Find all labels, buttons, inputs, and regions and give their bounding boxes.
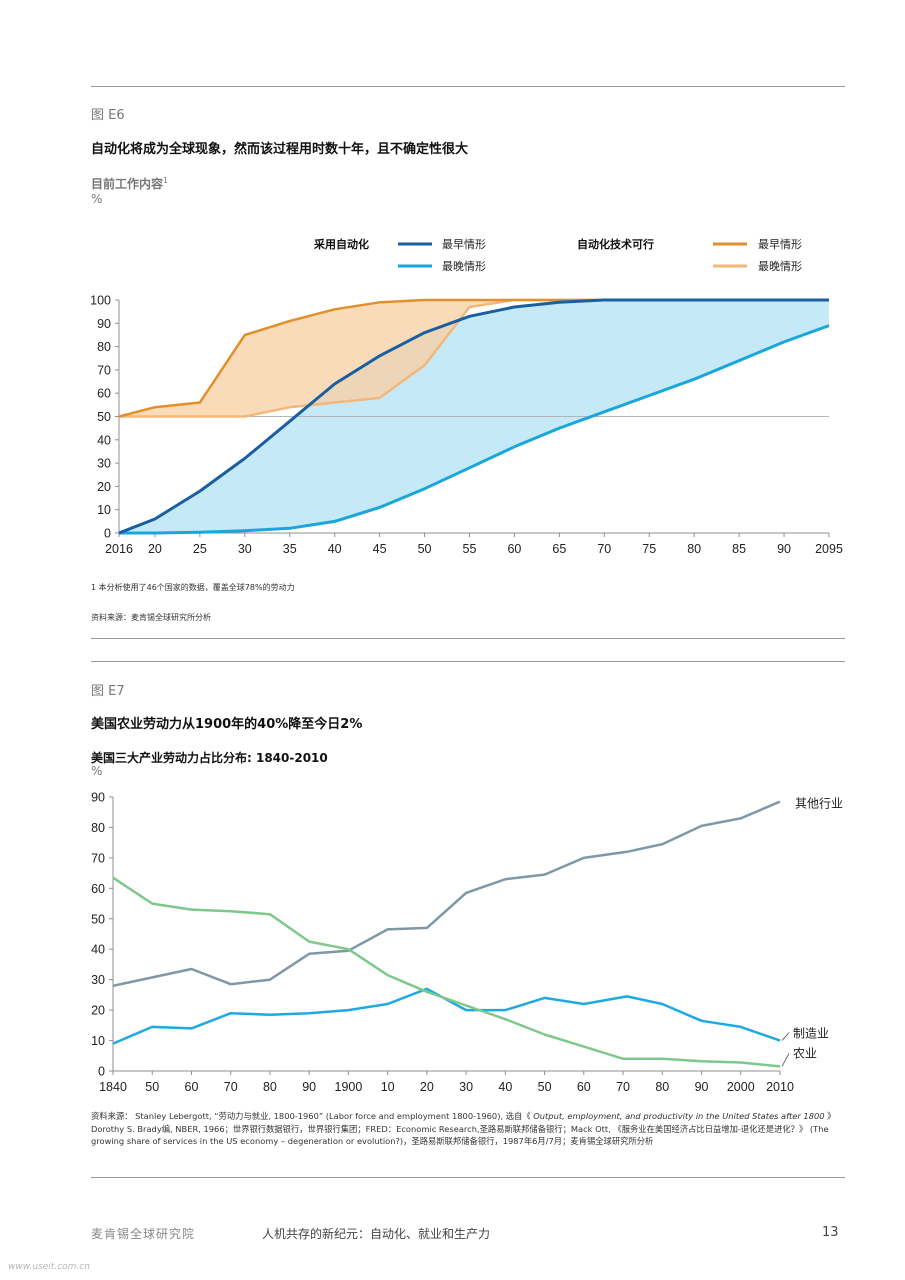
x-tick-label: 25 bbox=[193, 542, 207, 556]
y-tick-label: 0 bbox=[104, 527, 111, 541]
section-rule-2 bbox=[91, 661, 845, 662]
figure-title: 美国农业劳动力从1900年的40%降至今日2% bbox=[91, 717, 363, 732]
source-part-c: 》Dorothy S. Brady编, NBER, 1966；世界银行数据银行，… bbox=[91, 1111, 836, 1146]
legend-adoption-late-label: 最晚情形 bbox=[442, 260, 486, 273]
legend-group2-title: 自动化技术可行 bbox=[577, 237, 654, 251]
legend-feasible-late-label: 最晚情形 bbox=[758, 260, 802, 273]
x-tick-label: 2010 bbox=[766, 1080, 794, 1094]
x-tick-label: 85 bbox=[732, 542, 746, 556]
y-tick-label: 10 bbox=[97, 503, 111, 517]
x-tick-label: 70 bbox=[597, 542, 611, 556]
series-label-agriculture: 农业 bbox=[793, 1046, 817, 1060]
top-rule bbox=[91, 86, 845, 87]
unit-label: % bbox=[91, 764, 103, 778]
x-tick-label: 65 bbox=[552, 542, 566, 556]
y-tick-label: 70 bbox=[91, 851, 105, 865]
y-tick-label: 0 bbox=[98, 1065, 105, 1079]
x-tick-label: 40 bbox=[498, 1080, 512, 1094]
watermark: www.useit.com.cn bbox=[8, 1262, 90, 1272]
legend-feasible-early-label: 最早情形 bbox=[758, 238, 802, 251]
y-tick-label: 10 bbox=[91, 1034, 105, 1048]
x-tick-label: 30 bbox=[238, 542, 252, 556]
series-line-other-industries bbox=[112, 800, 781, 988]
series-leader-manufacturing bbox=[781, 1032, 790, 1041]
y-tick-label: 90 bbox=[91, 791, 105, 805]
x-tick-label: 30 bbox=[459, 1080, 473, 1094]
y-tick-label: 20 bbox=[97, 480, 111, 494]
y-tick-label: 80 bbox=[91, 821, 105, 835]
legend-adoption-early-label: 最早情形 bbox=[442, 238, 486, 251]
series-line-manufacturing bbox=[112, 987, 781, 1045]
x-tick-label: 80 bbox=[687, 542, 701, 556]
footer-org: 麦肯锡全球研究院 bbox=[91, 1227, 196, 1241]
feasibility-range-area bbox=[119, 300, 829, 417]
y-tick-label: 90 bbox=[97, 317, 111, 331]
figure-subtitle: 目前工作内容1 bbox=[91, 175, 168, 192]
series-line-adoption-late bbox=[119, 324, 830, 535]
source-part-a: 资料来源： Stanley Lebergott, “劳动力与就业, 1800-1… bbox=[91, 1111, 534, 1121]
subtitle-text: 目前工作内容 bbox=[91, 177, 164, 191]
series-line-agriculture bbox=[112, 876, 781, 1068]
y-tick-label: 80 bbox=[97, 340, 111, 354]
source-note: 资料来源：麦肯锡全球研究所分析 bbox=[91, 613, 211, 622]
x-tick-label: 50 bbox=[418, 542, 432, 556]
x-tick-label: 1900 bbox=[335, 1080, 363, 1094]
source-book-title: Output, employment, and productivity in … bbox=[533, 1111, 825, 1121]
y-tick-label: 20 bbox=[91, 1004, 105, 1018]
x-tick-label: 10 bbox=[381, 1080, 395, 1094]
footnote-marker: 1 bbox=[163, 176, 169, 185]
x-tick-label: 75 bbox=[642, 542, 656, 556]
y-tick-label: 30 bbox=[97, 457, 111, 471]
y-tick-label: 60 bbox=[91, 882, 105, 896]
figure-label: 图 E7 bbox=[91, 684, 125, 699]
figure-title: 自动化将成为全球现象，然而该过程用时数十年，且不确定性很大 bbox=[91, 142, 469, 157]
x-tick-label: 60 bbox=[185, 1080, 199, 1094]
section-rule-1 bbox=[91, 638, 845, 639]
x-tick-label: 55 bbox=[463, 542, 477, 556]
x-tick-label: 2095 bbox=[815, 542, 843, 556]
x-tick-label: 20 bbox=[148, 542, 162, 556]
bottom-rule bbox=[91, 1177, 845, 1178]
x-tick-label: 45 bbox=[373, 542, 387, 556]
x-tick-label: 1840 bbox=[99, 1080, 127, 1094]
footnote: 1 本分析使用了46个国家的数据，覆盖全球78%的劳动力 bbox=[91, 583, 295, 592]
page-number: 13 bbox=[822, 1225, 839, 1240]
chart-e7: 0 10 20 30 40 50 60 70 80 90 1840 50 60 70 80 90 1900 10 2… bbox=[91, 791, 843, 1095]
y-tick-label: 40 bbox=[97, 433, 111, 447]
x-tick-label: 60 bbox=[507, 542, 521, 556]
x-tick-label: 60 bbox=[577, 1080, 591, 1094]
y-tick-label: 100 bbox=[90, 294, 111, 308]
x-tick-label: 2000 bbox=[727, 1080, 755, 1094]
series-label-other-industries: 其他行业 bbox=[795, 797, 843, 811]
y-tick-label: 50 bbox=[97, 410, 111, 424]
footer-report-title: 人机共存的新纪元：自动化、就业和生产力 bbox=[262, 1227, 491, 1241]
y-tick-label: 60 bbox=[97, 387, 111, 401]
x-tick-label: 90 bbox=[695, 1080, 709, 1094]
x-tick-label: 90 bbox=[777, 542, 791, 556]
figure-subtitle: 美国三大产业劳动力占比分布: 1840-2010 bbox=[91, 751, 328, 765]
y-tick-label: 30 bbox=[91, 973, 105, 987]
x-tick-label: 90 bbox=[302, 1080, 316, 1094]
x-tick-label: 50 bbox=[145, 1080, 159, 1094]
x-tick-label: 20 bbox=[420, 1080, 434, 1094]
x-tick-label: 70 bbox=[616, 1080, 630, 1094]
y-tick-label: 70 bbox=[97, 363, 111, 377]
x-tick-label: 80 bbox=[655, 1080, 669, 1094]
source-note: 资料来源： Stanley Lebergott, “劳动力与就业, 1800-1… bbox=[91, 1110, 843, 1148]
series-label-manufacturing: 制造业 bbox=[793, 1027, 829, 1041]
x-tick-label: 2016 bbox=[105, 542, 133, 556]
legend-group1-title: 采用自动化 bbox=[313, 237, 369, 251]
x-tick-label: 35 bbox=[283, 542, 297, 556]
series-line-adoption-early bbox=[118, 298, 829, 535]
unit-label: % bbox=[91, 192, 103, 206]
chart-e6: 采用自动化 最早情形 最晚情形 自动化技术可行 最早情形 最晚情形 0 10 20 3… bbox=[90, 237, 843, 556]
y-tick-label: 50 bbox=[91, 912, 105, 926]
x-tick-label: 40 bbox=[328, 542, 342, 556]
series-leader-agriculture bbox=[781, 1053, 790, 1067]
y-tick-label: 40 bbox=[91, 943, 105, 957]
x-tick-label: 70 bbox=[224, 1080, 238, 1094]
figure-label: 图 E6 bbox=[91, 108, 125, 123]
x-tick-label: 50 bbox=[538, 1080, 552, 1094]
x-tick-label: 80 bbox=[263, 1080, 277, 1094]
